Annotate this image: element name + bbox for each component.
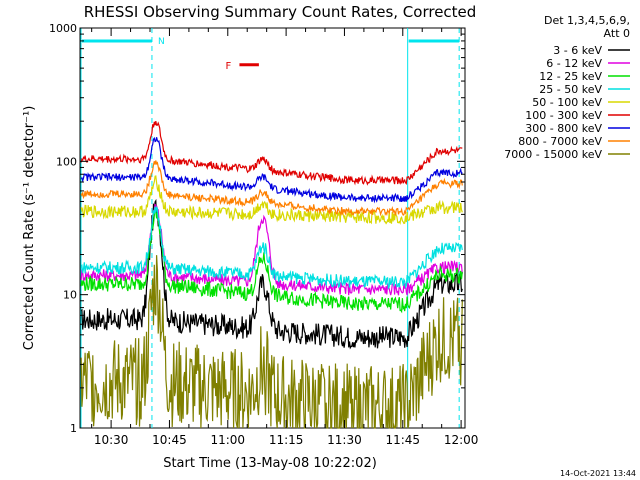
- y-axis-label: Corrected Count Rate (s⁻¹ detector⁻¹): [22, 106, 37, 351]
- y-tick-label: 1000: [49, 22, 77, 35]
- x-tick-label: 11:45: [385, 433, 420, 447]
- plot-area: [79, 27, 466, 429]
- legend-label-5: 50 - 100 keV: [532, 96, 602, 109]
- series-line-4: [80, 205, 463, 290]
- chart-title: RHESSI Observing Summary Count Rates, Co…: [84, 3, 477, 21]
- axes: 1 10 100 1000 10:30 10:45 11:00 11:15 11:30 11:45…: [49, 22, 478, 447]
- series-line-9: [80, 255, 463, 429]
- y-tick-label: 100: [56, 155, 77, 168]
- y-tick-label: 10: [63, 289, 77, 302]
- legend-label-7: 300 - 800 keV: [525, 122, 602, 135]
- series-line-5: [80, 175, 463, 225]
- legend-label-2: 6 - 12 keV: [546, 57, 602, 70]
- series-line-3: [80, 207, 463, 314]
- x-tick-label: 11:30: [327, 433, 362, 447]
- x-tick-label: 10:30: [94, 433, 129, 447]
- generation-timestamp: 14-Oct-2021 13:44: [560, 469, 636, 478]
- x-tick-label: 10:45: [152, 433, 187, 447]
- y-tick-label: 1: [70, 422, 77, 435]
- series-line-7: [80, 136, 463, 204]
- series-line-1: [80, 198, 463, 350]
- series-lines: [80, 120, 463, 429]
- legend-label-1: 3 - 6 keV: [553, 44, 602, 57]
- legend-header-line-2: Att 0: [604, 27, 630, 40]
- x-tick-label: 11:00: [210, 433, 245, 447]
- legend-header-line-1: Det 1,3,4,5,6,9,: [544, 14, 630, 27]
- series-line-6: [80, 120, 463, 186]
- x-tick-label: 11:15: [269, 433, 304, 447]
- series-line-2: [80, 203, 463, 296]
- legend-label-9: 7000 - 15000 keV: [504, 148, 602, 161]
- legend-label-6: 100 - 300 keV: [525, 109, 602, 122]
- legend-label-3: 12 - 25 keV: [539, 70, 602, 83]
- legend-label-4: 25 - 50 keV: [539, 83, 602, 96]
- night-label: N: [158, 37, 165, 47]
- series-line-8: [80, 160, 463, 217]
- legend-label-8: 800 - 7000 keV: [518, 135, 602, 148]
- x-tick-label: 12:00: [444, 433, 479, 447]
- x-axis-label: Start Time (13-May-08 10:22:02): [163, 456, 377, 471]
- flare-marker-label: F: [225, 61, 231, 72]
